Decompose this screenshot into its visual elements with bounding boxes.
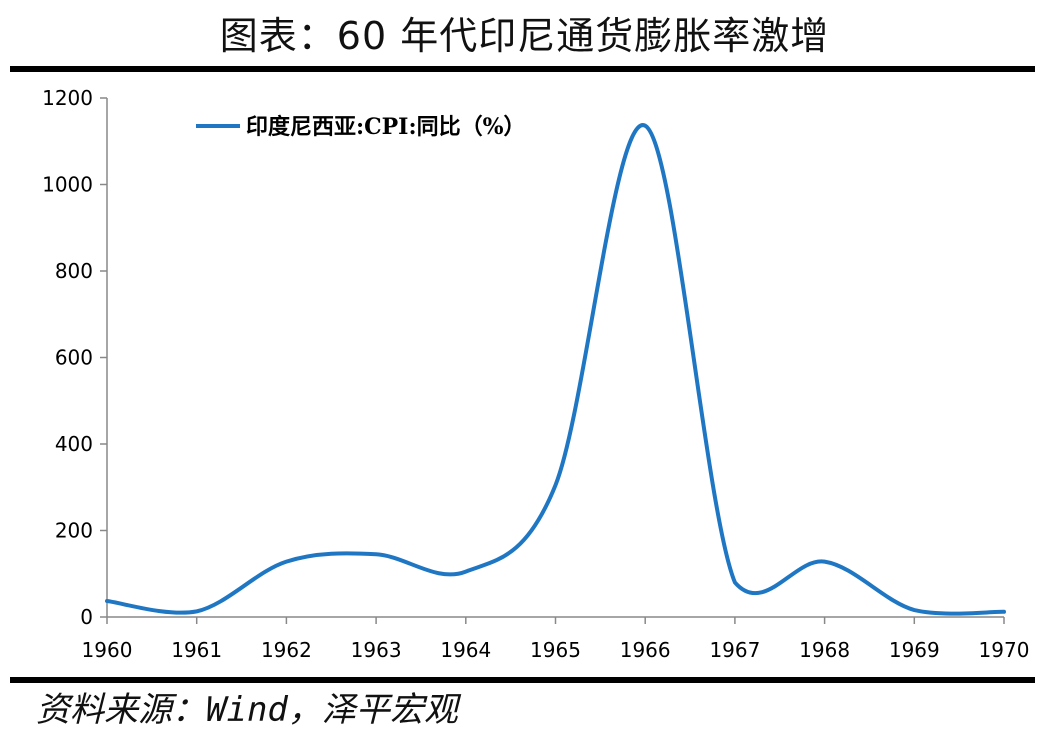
x-tick-label: 1969 xyxy=(889,638,940,662)
y-tick-label: 1200 xyxy=(42,86,93,110)
legend: 印度尼西亚:CPI:同比（%） xyxy=(196,114,526,140)
cpi-line-chart: 0 200 400 600 800 1000 1200 1960 1961 1962 1963 196… xyxy=(42,86,1029,662)
chart-area: 0 200 400 600 800 1000 1200 1960 1961 1962 1963 196… xyxy=(0,72,1049,672)
y-tick-label: 800 xyxy=(55,259,93,283)
x-tick-label: 1961 xyxy=(171,638,222,662)
y-tick-label: 0 xyxy=(80,605,93,629)
x-tick-label: 1960 xyxy=(82,638,133,662)
top-rule xyxy=(10,66,1035,72)
y-tick-label: 600 xyxy=(55,346,93,370)
y-tick-label: 200 xyxy=(55,519,93,543)
series-layer xyxy=(105,123,1006,616)
series-line xyxy=(105,123,1006,616)
y-tick-label: 400 xyxy=(55,432,93,456)
x-tick-label: 1962 xyxy=(261,638,312,662)
bottom-rule xyxy=(10,677,1035,683)
legend-label: 印度尼西亚:CPI:同比（%） xyxy=(246,114,526,140)
x-tick-label: 1970 xyxy=(979,638,1030,662)
x-tick-label: 1964 xyxy=(440,638,491,662)
chart-title: 图表：60 年代印尼通货膨胀率激增 xyxy=(219,14,830,58)
axes: 0 200 400 600 800 1000 1200 1960 1961 1962 1963 196… xyxy=(42,86,1029,662)
x-tick-label: 1967 xyxy=(709,638,760,662)
x-tick-label: 1968 xyxy=(799,638,850,662)
x-tick-label: 1965 xyxy=(530,638,581,662)
x-tick-label: 1966 xyxy=(620,638,671,662)
source-note: 资料来源：Wind，泽平宏观 xyxy=(36,690,458,730)
x-tick-label: 1963 xyxy=(351,638,402,662)
y-tick-label: 1000 xyxy=(42,173,93,197)
